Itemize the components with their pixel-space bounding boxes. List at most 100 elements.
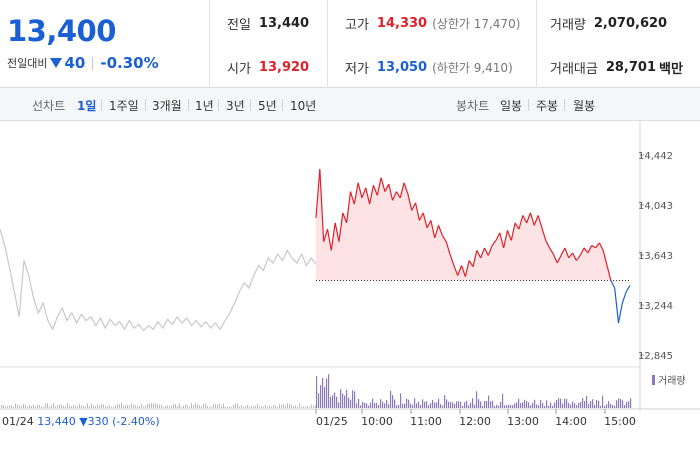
volume-bar (470, 402, 472, 408)
volume-bar (83, 405, 84, 408)
volume-bar (165, 405, 166, 408)
volume-bar (225, 406, 226, 408)
volume-bar (245, 405, 246, 408)
x-axis: 01/24 13,440 ▼330 (-2.40%) 01/25 10:00 11:0… (2, 409, 636, 428)
volume-bar (576, 405, 578, 408)
volume-bar (79, 403, 80, 408)
volume-bar (430, 402, 432, 408)
volume-bar (386, 400, 388, 408)
today-line-segment (579, 247, 585, 256)
volume-bar (572, 401, 574, 408)
volume-bar (57, 405, 58, 408)
volume-bar (580, 401, 582, 408)
volume-bar (432, 399, 434, 408)
tab-3m[interactable]: 3개월 (152, 99, 182, 113)
volume-bar (424, 401, 426, 408)
volume-bar (161, 404, 162, 408)
volume-bar (167, 405, 168, 408)
today-line-segment (372, 185, 378, 196)
volume-bar (426, 401, 428, 408)
volume-bar (382, 401, 384, 408)
tab-divider (528, 99, 529, 111)
volume-bar (119, 404, 120, 408)
prev-close-row: 전일 13,440 (227, 13, 309, 33)
volume-bar (538, 405, 540, 408)
tab-3y[interactable]: 3년 (226, 99, 245, 113)
volume-bar (111, 406, 112, 408)
volume-bar (508, 404, 510, 408)
today-line-segment (411, 202, 417, 211)
volume-bar (187, 405, 188, 408)
today-line-segment (319, 168, 325, 242)
volume-label: 거래량 (550, 17, 586, 33)
volume-bar (299, 403, 300, 408)
volume-bar (486, 400, 488, 408)
volume-bar (362, 402, 364, 408)
volume-bar (458, 401, 460, 408)
open-label: 시가 (227, 61, 251, 77)
turnover-row: 거래대금 28,701 백만 (550, 57, 683, 77)
volume-bar (251, 405, 252, 408)
open-row: 시가 13,920 (227, 57, 309, 77)
volume-bar (570, 404, 572, 408)
volume-bar (13, 406, 14, 408)
volume-bar (494, 405, 496, 408)
prev-day-series (0, 228, 317, 332)
volume-bar (344, 395, 346, 408)
volume-bar (293, 405, 294, 408)
volume-bar (534, 399, 536, 408)
today-line-segment (472, 250, 478, 267)
today-line-segment (495, 232, 501, 241)
volume-bar (498, 405, 500, 408)
stat-column-prev-open: 전일 13,440 시가 13,920 (211, 0, 328, 88)
volume-bar (45, 403, 46, 408)
volume-bar (376, 402, 378, 408)
volume-bar (35, 406, 36, 408)
volume-bar (239, 406, 240, 408)
tab-monthly-candle[interactable]: 월봉 (573, 99, 596, 113)
turnover-unit: 백만 (659, 61, 683, 77)
prev-day-line (0, 228, 317, 332)
volume-bar (346, 389, 348, 408)
volume-bar (307, 405, 308, 408)
volume-bar (348, 397, 350, 408)
volume-bar (408, 399, 410, 408)
volume-bar (147, 403, 148, 408)
volume-bar (295, 405, 296, 408)
volume-bar (253, 406, 254, 408)
volume-bar (313, 405, 314, 408)
today-line-segment (346, 191, 352, 223)
tab-weekly-candle[interactable]: 주봉 (536, 99, 559, 113)
volume-bar (604, 405, 606, 408)
volume-bar (478, 399, 480, 408)
tab-divider (145, 99, 146, 111)
volume-bar (622, 400, 624, 408)
volume-bar (586, 396, 588, 408)
volume-value: 2,070,620 (593, 15, 668, 31)
volume-bar (103, 404, 104, 408)
volume-bar (468, 405, 470, 408)
volume-bar (410, 403, 412, 408)
volume-bar (568, 402, 570, 408)
today-line-segment (510, 222, 516, 241)
volume-bar (277, 406, 278, 408)
volume-bar (25, 404, 26, 408)
volume-bar (285, 405, 286, 408)
volume-bar (145, 405, 146, 408)
volume-bar (330, 396, 332, 408)
volume-row: 거래량 2,070,620 (550, 13, 667, 33)
tab-5y[interactable]: 5년 (258, 99, 277, 113)
volume-bar (518, 398, 520, 408)
volume-bar (175, 404, 176, 408)
volume-bar (183, 405, 184, 408)
volume-bar (420, 405, 422, 408)
tab-1y[interactable]: 1년 (195, 99, 214, 113)
tab-1d[interactable]: 1일 (77, 99, 97, 113)
volume-bar (404, 403, 406, 408)
tab-daily-candle[interactable]: 일봉 (500, 99, 523, 113)
tab-1w[interactable]: 1주일 (109, 99, 139, 113)
tab-10y[interactable]: 10년 (290, 99, 317, 113)
volume-bar (326, 378, 328, 408)
chart-period-tabbar: 선차트 1일 1주일 3개월 1년 3년 5년 10년 봉차트 일봉 주봉 월봉 (0, 88, 700, 121)
volume-bar (33, 404, 34, 408)
